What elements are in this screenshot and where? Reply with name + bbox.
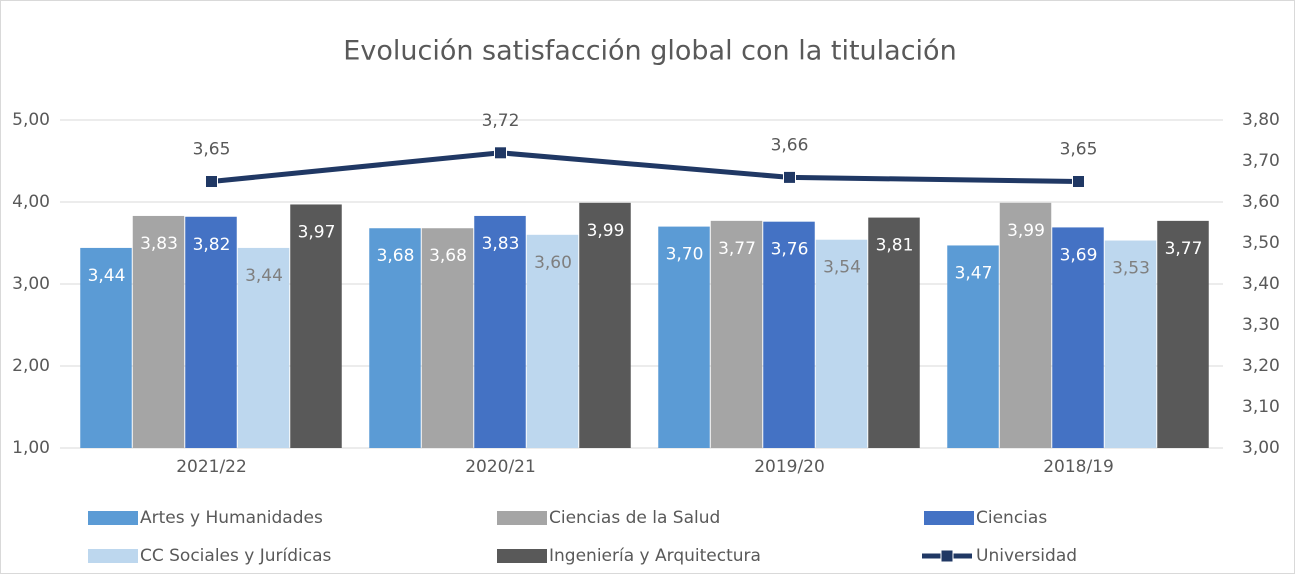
y2-tick-label: 3,10 xyxy=(1242,397,1280,417)
data-label: 3,82 xyxy=(193,235,231,255)
data-label: 3,76 xyxy=(771,240,809,260)
data-label: 3,44 xyxy=(245,266,283,286)
data-label: 3,44 xyxy=(88,266,126,286)
data-label: 3,69 xyxy=(1060,245,1098,265)
data-label: 3,72 xyxy=(482,111,520,131)
line-marker xyxy=(1072,175,1085,188)
bar xyxy=(763,221,815,448)
y2-tick-label: 3,60 xyxy=(1242,192,1280,212)
data-label: 3,68 xyxy=(377,246,415,266)
bar xyxy=(947,245,999,448)
bar xyxy=(474,215,526,448)
data-label: 3,65 xyxy=(193,140,231,160)
legend-label: Ciencias xyxy=(976,508,1047,528)
data-label: 3,47 xyxy=(955,263,993,283)
y-tick-label: 3,00 xyxy=(12,274,50,294)
bar xyxy=(526,234,579,448)
legend-label: Artes y Humanidades xyxy=(140,508,323,528)
bar xyxy=(80,247,132,448)
y2-tick-label: 3,20 xyxy=(1242,356,1280,376)
bar xyxy=(1157,220,1209,448)
legend-label: Ciencias de la Salud xyxy=(549,508,720,528)
bar xyxy=(237,247,290,448)
legend-swatch xyxy=(88,549,138,563)
bar xyxy=(579,202,631,448)
x-tick-label: 2021/22 xyxy=(176,457,247,477)
data-label: 3,99 xyxy=(1007,221,1045,241)
y-tick-label: 1,00 xyxy=(12,438,50,458)
legend-swatch xyxy=(88,511,138,525)
data-label: 3,77 xyxy=(1165,239,1203,259)
data-label: 3,66 xyxy=(771,135,809,155)
bar xyxy=(999,202,1052,448)
data-label: 3,68 xyxy=(429,246,467,266)
x-tick-label: 2020/21 xyxy=(465,457,536,477)
y-tick-label: 4,00 xyxy=(12,192,50,212)
data-label: 3,97 xyxy=(298,222,336,242)
chart-title: Evolución satisfacción global con la tit… xyxy=(343,36,956,67)
line xyxy=(211,150,1079,184)
data-label: 3,99 xyxy=(587,221,625,241)
legend-swatch xyxy=(497,549,547,563)
line-marker xyxy=(494,146,507,160)
y2-tick-label: 3,80 xyxy=(1242,110,1280,130)
x-tick-label: 2018/19 xyxy=(1043,457,1114,477)
bar xyxy=(1104,240,1157,448)
y-tick-label: 2,00 xyxy=(12,356,50,376)
legend-marker xyxy=(940,549,954,563)
data-label: 3,60 xyxy=(534,253,572,273)
line-marker xyxy=(783,170,796,184)
bar xyxy=(710,220,763,448)
data-label: 3,81 xyxy=(876,236,914,256)
bar xyxy=(290,204,342,448)
bar xyxy=(421,228,474,448)
bar xyxy=(185,216,237,448)
bar xyxy=(1052,227,1104,448)
bar xyxy=(815,239,868,448)
y2-tick-label: 3,40 xyxy=(1242,274,1280,294)
data-label: 3,54 xyxy=(823,258,861,278)
legend-label: Universidad xyxy=(976,546,1077,566)
bar xyxy=(658,226,710,448)
data-label: 3,83 xyxy=(140,234,178,254)
bar xyxy=(132,215,185,448)
data-label: 3,53 xyxy=(1112,259,1150,279)
y2-tick-label: 3,50 xyxy=(1242,233,1280,253)
data-label: 3,65 xyxy=(1060,140,1098,160)
data-label: 3,83 xyxy=(482,234,520,254)
bar xyxy=(868,217,920,448)
legend-label: CC Sociales y Jurídicas xyxy=(140,546,332,566)
y2-tick-label: 3,30 xyxy=(1242,315,1280,335)
y2-tick-label: 3,70 xyxy=(1242,151,1280,171)
x-tick-label: 2019/20 xyxy=(754,457,825,477)
data-label: 3,70 xyxy=(666,245,704,265)
y-tick-label: 5,00 xyxy=(12,110,50,130)
legend-label: Ingeniería y Arquitectura xyxy=(549,546,761,566)
legend-swatch xyxy=(497,511,547,525)
bar xyxy=(369,228,421,448)
legend-swatch xyxy=(924,511,974,525)
y2-tick-label: 3,00 xyxy=(1242,438,1280,458)
line-marker xyxy=(205,175,218,188)
data-label: 3,77 xyxy=(718,239,756,259)
